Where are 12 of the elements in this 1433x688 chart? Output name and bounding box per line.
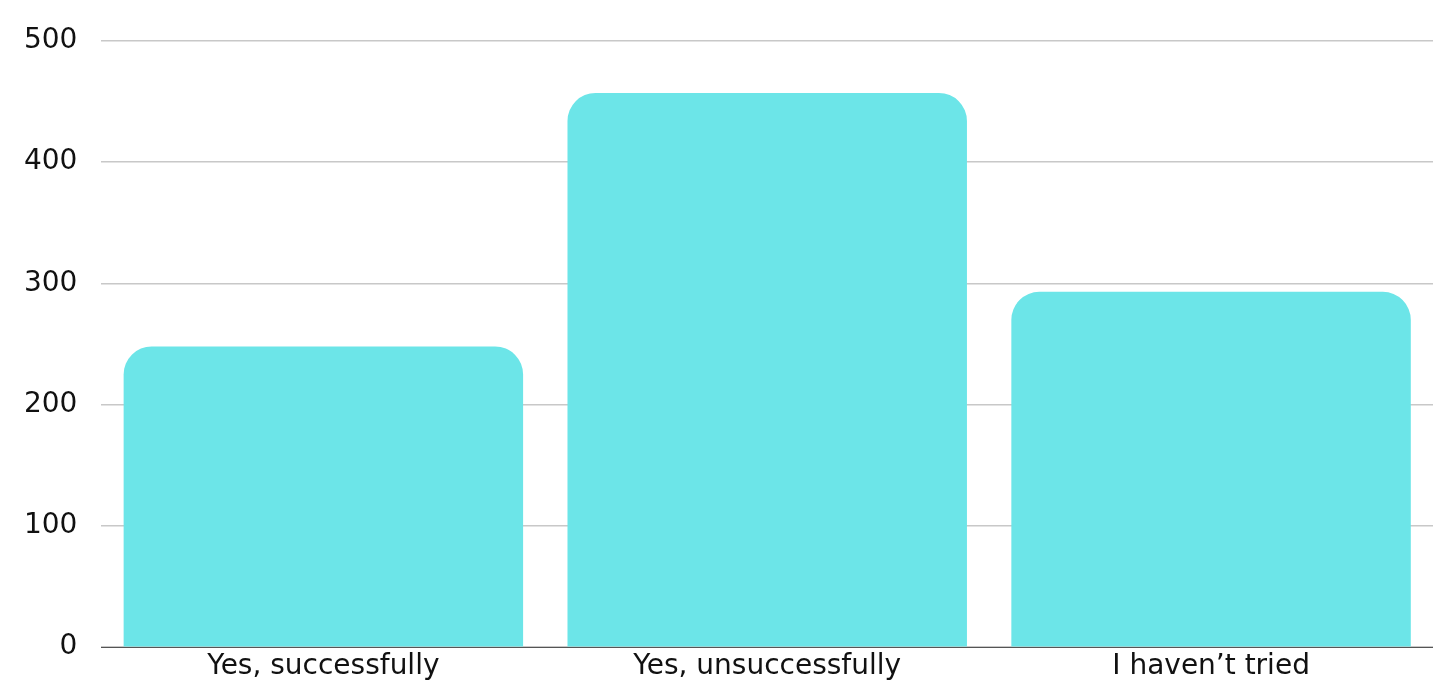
y-tick-label: 400 — [23, 143, 78, 177]
y-tick-label: 500 — [23, 22, 78, 56]
y-tick-label: 0 — [59, 628, 78, 662]
y-tick-label: 300 — [23, 264, 78, 298]
bar — [1011, 291, 1411, 647]
x-tick-label: Yes, unsuccessfully — [632, 648, 902, 682]
y-tick-label: 200 — [23, 385, 78, 419]
bar — [123, 346, 524, 647]
x-tick-label: I haven’t tried — [1112, 648, 1310, 682]
x-tick-label: Yes, successfully — [206, 648, 440, 682]
y-tick-label: 100 — [23, 507, 78, 541]
bar — [567, 92, 967, 647]
